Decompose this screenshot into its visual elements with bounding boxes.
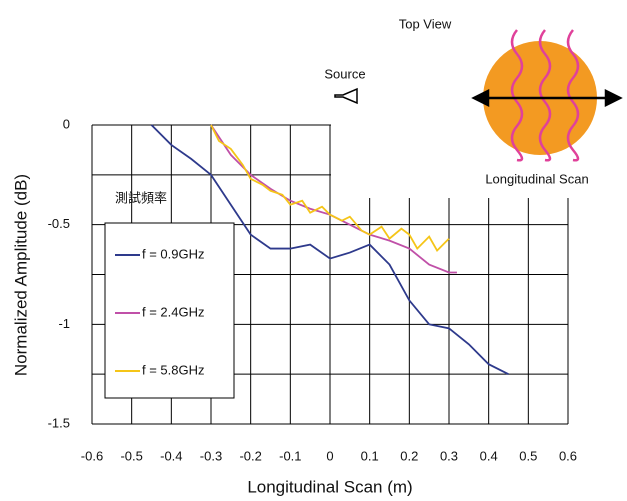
y-tick-label: 0 <box>63 116 70 131</box>
y-axis-title: Normalized Amplitude (dB) <box>11 174 30 376</box>
x-tick-label: 0.1 <box>361 448 379 463</box>
x-tick-label: 0.5 <box>519 448 537 463</box>
x-tick-label: -0.2 <box>239 448 261 463</box>
y-tick-label: -1 <box>58 316 70 331</box>
y-tick-label: -1.5 <box>48 415 70 430</box>
x-tick-label: -0.4 <box>160 448 182 463</box>
x-tick-label: 0.2 <box>400 448 418 463</box>
inset-title: Top View <box>399 16 452 31</box>
x-tick-label: -0.3 <box>200 448 222 463</box>
x-tick-label: -0.1 <box>279 448 301 463</box>
x-axis-title: Longitudinal Scan (m) <box>247 477 412 496</box>
x-tick-label: -0.5 <box>120 448 142 463</box>
x-tick-label: -0.6 <box>81 448 103 463</box>
source-label: Source <box>324 66 365 81</box>
legend-title: 測試頻率 <box>115 190 167 205</box>
x-tick-label: 0.4 <box>480 448 498 463</box>
inset-caption: Longitudinal Scan <box>485 171 588 186</box>
x-tick-label: 0.6 <box>559 448 577 463</box>
x-tick-label: 0.3 <box>440 448 458 463</box>
legend-label: f = 0.9GHz <box>142 246 205 261</box>
legend-label: f = 2.4GHz <box>142 304 205 319</box>
legend-label: f = 5.8GHz <box>142 362 205 377</box>
chart: Top View Longitudinal Scan Source 測試頻率 f… <box>0 0 627 501</box>
y-tick-label: -0.5 <box>48 216 70 231</box>
x-tick-label: 0 <box>326 448 333 463</box>
